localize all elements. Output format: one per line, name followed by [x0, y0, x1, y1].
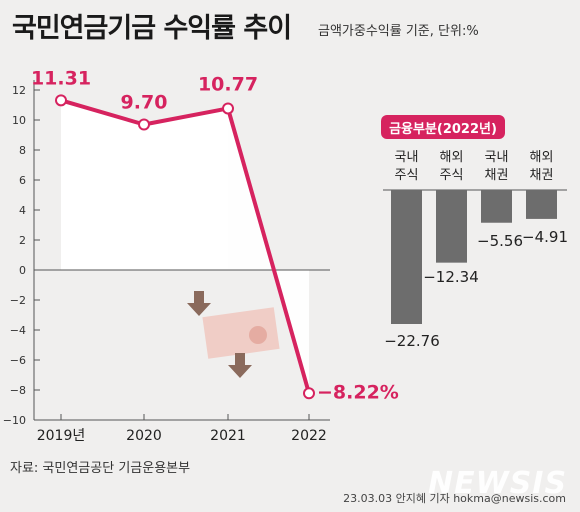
- bar: [391, 190, 422, 324]
- bar-value-label: −12.34: [423, 268, 479, 286]
- y-tick-label: −2: [10, 294, 26, 307]
- y-tick-label: 8: [19, 144, 26, 157]
- data-point: [55, 94, 67, 107]
- bar: [526, 190, 557, 219]
- card-decoration: [202, 307, 280, 359]
- bar-category-label: 해외: [440, 150, 464, 165]
- section-badge: [381, 115, 505, 139]
- credit-line: 23.03.03 안지혜 기자 hokma@newsis.com: [343, 492, 566, 505]
- bar: [436, 190, 467, 263]
- bar-category-label: 주식: [440, 168, 464, 183]
- x-tick-label: 2020: [126, 428, 162, 444]
- y-tick-label: −6: [10, 354, 26, 367]
- data-value-label: 11.31: [31, 67, 91, 89]
- bar-category-label: 국내: [485, 150, 509, 165]
- data-point: [138, 118, 150, 131]
- y-tick-label: −10: [3, 414, 26, 427]
- bar-category-label: 채권: [530, 168, 554, 183]
- data-point: [222, 102, 234, 115]
- x-tick-label: 2022: [291, 428, 327, 444]
- data-value-label: 9.70: [121, 92, 168, 114]
- down-arrow-icon: [187, 291, 211, 316]
- section-title: 금융부분(2022년): [389, 121, 497, 137]
- y-tick-label: 2: [19, 234, 26, 247]
- y-tick-label: −8: [10, 384, 26, 397]
- x-tick-label: 2021: [210, 428, 246, 444]
- data-value-label: −8.22%: [317, 381, 399, 403]
- data-point: [303, 387, 315, 400]
- data-value-label: 10.77: [198, 73, 258, 95]
- y-tick-label: 6: [19, 174, 26, 187]
- y-tick-label: 10: [12, 114, 26, 127]
- y-tick-label: 12: [12, 84, 26, 97]
- newsis-watermark: NEWSIS: [428, 466, 568, 501]
- down-arrow-icon: [228, 353, 252, 378]
- y-tick-label: −4: [10, 324, 26, 337]
- source-note: 자료: 국민연금공단 기금운용본부: [10, 461, 191, 476]
- x-tick-label: 2019년: [37, 428, 86, 444]
- bar-category-label: 국내: [395, 150, 419, 165]
- bar-category-label: 해외: [530, 150, 554, 165]
- bar-category-label: 채권: [485, 168, 509, 183]
- page-title: 국민연금기금 수익률 추이: [12, 13, 292, 44]
- y-tick-label: 4: [19, 204, 26, 217]
- bar-category-label: 주식: [395, 168, 419, 183]
- bar-value-label: −5.56: [477, 232, 523, 250]
- bar-value-label: −22.76: [384, 332, 440, 350]
- bar: [481, 190, 512, 223]
- bar-value-label: −4.91: [522, 228, 568, 246]
- y-tick-label: 0: [19, 264, 26, 277]
- card-figure-icon: [249, 326, 267, 344]
- return-line: [60, 98, 311, 394]
- unit-note: 금액가중수익률 기준, 단위:%: [318, 24, 479, 39]
- positive-area: [61, 100, 228, 270]
